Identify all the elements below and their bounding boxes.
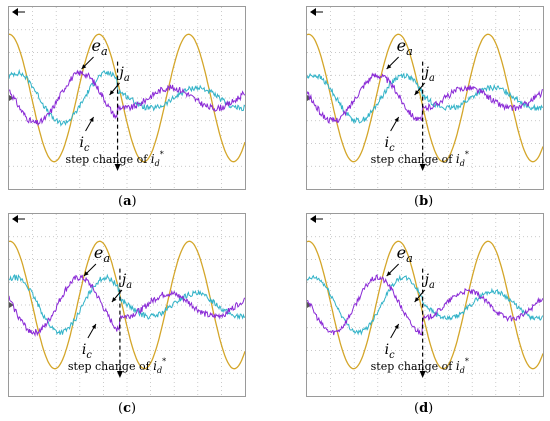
trace-e-a [9, 240, 245, 370]
arrow-i-a-head [414, 297, 420, 302]
arrow-i-a-head [414, 90, 420, 95]
label-i-a: ja [422, 272, 435, 291]
trigger-marker [12, 215, 18, 223]
step-change-label: step change of id* [371, 357, 469, 375]
arrow-e-a-head [81, 64, 87, 69]
label-i-c: ic [385, 135, 395, 154]
oscilloscope-screen: ea ja ic step change of id* [8, 6, 246, 190]
step-change-arrow [116, 370, 123, 378]
panel-c: ea ja ic step change of id* (c) [8, 213, 248, 418]
arrow-i-a-head [111, 297, 117, 302]
trace-e-a [307, 240, 543, 370]
panel-d: ea ja ic step change of id* (d) [306, 213, 546, 418]
step-change-label: step change of id* [66, 150, 164, 168]
arrow-i-c-head [91, 324, 96, 329]
trace-i-c [307, 274, 543, 336]
ground-marker [9, 95, 14, 101]
subfigure-label: (a) [118, 194, 137, 209]
arrow-i-c-head [394, 117, 399, 122]
arrow-e-a-head [83, 271, 89, 276]
step-change-arrow [114, 163, 121, 171]
oscilloscope-screen: ea ja ic step change of id* [306, 213, 544, 397]
grid [307, 214, 543, 396]
grid [9, 214, 245, 396]
arrow-e-a-head [386, 271, 392, 276]
label-i-a: ja [117, 65, 130, 84]
label-i-c: ic [80, 135, 90, 154]
trace-i-c [9, 69, 245, 127]
oscilloscope-screen: ea ja ic step change of id* [306, 6, 544, 190]
trigger-marker [310, 8, 316, 16]
panel-a: ea ja ic step change of id* (a) [8, 6, 248, 211]
trigger-marker [310, 215, 316, 223]
label-e-a: ea [94, 243, 110, 265]
label-i-a: ja [422, 65, 435, 84]
step-change-arrow [419, 370, 426, 378]
subfigure-label: (b) [414, 194, 434, 209]
label-i-c: ic [82, 342, 92, 361]
arrow-i-c-head [89, 117, 94, 122]
trigger-marker [12, 8, 18, 16]
trace-i-a [9, 273, 245, 335]
trace-i-c [9, 274, 245, 338]
label-i-c: ic [385, 342, 395, 361]
arrow-i-a-head [109, 90, 115, 95]
step-change-label: step change of id* [68, 357, 166, 375]
ground-marker [9, 302, 14, 308]
grid [307, 7, 543, 189]
panel-b: ea ja ic step change of id* (b) [306, 6, 546, 211]
subfigure-label: (c) [118, 401, 137, 416]
label-e-a: ea [397, 36, 413, 58]
step-change-arrow [419, 163, 426, 171]
arrow-i-c-head [394, 324, 399, 329]
trace-e-a [9, 33, 245, 163]
trace-i-a [9, 68, 245, 127]
oscilloscope-screen: ea ja ic step change of id* [8, 213, 246, 397]
subfigure-label: (d) [414, 401, 434, 416]
label-i-a: ja [119, 272, 132, 291]
label-e-a: ea [92, 36, 108, 58]
step-change-label: step change of id* [371, 150, 469, 168]
trace-i-c [307, 72, 543, 125]
arrow-e-a-head [386, 64, 392, 69]
trace-e-a [307, 33, 543, 163]
label-e-a: ea [397, 243, 413, 265]
